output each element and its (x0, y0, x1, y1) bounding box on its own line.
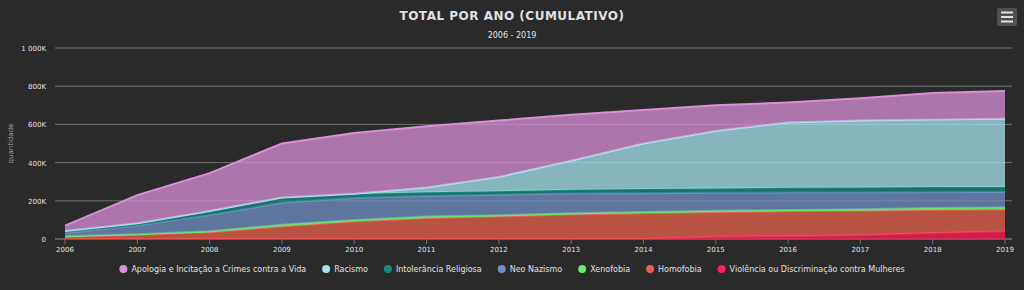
menu-line (1001, 21, 1013, 23)
legend-marker (578, 265, 586, 273)
grid-line (55, 48, 1012, 49)
y-tick-label: 0 (42, 236, 46, 244)
legend-marker (384, 265, 392, 273)
x-tick (209, 239, 210, 244)
x-tick (498, 239, 499, 244)
x-tick (788, 239, 789, 244)
legend-label: Homofobia (658, 265, 702, 274)
legend: Apologia e Incitação a Crimes contra a V… (119, 264, 904, 274)
legend-label: Apologia e Incitação a Crimes contra a V… (131, 265, 306, 274)
legend-label: Racismo (334, 265, 368, 274)
subtitle: 2006 - 2019 (488, 31, 537, 40)
x-tick-label: 2009 (273, 246, 291, 254)
grid-line (55, 86, 1012, 87)
y-tick-label: 400K (28, 160, 46, 168)
legend-label: Xenofobia (590, 265, 630, 274)
x-tick-label: 2010 (345, 246, 363, 254)
x-tick (426, 239, 427, 244)
x-tick (137, 239, 138, 244)
x-tick (860, 239, 861, 244)
legend-item[interactable]: Racismo (322, 265, 368, 274)
legend-marker (322, 265, 330, 273)
x-tick-label: 2007 (128, 246, 146, 254)
legend-item[interactable]: Violência ou Discriminação contra Mulher… (718, 264, 905, 274)
legend-item[interactable]: Neo Nazismo (498, 265, 563, 274)
y-tick-label: 800K (28, 83, 46, 91)
menu-line (1001, 16, 1013, 18)
x-tick (281, 239, 282, 244)
x-tick-label: 2016 (779, 246, 797, 254)
menu-bg (997, 8, 1017, 26)
background (0, 0, 1024, 290)
legend-marker (718, 265, 726, 273)
y-axis-title: quantidade (7, 124, 15, 164)
x-tick (932, 239, 933, 244)
x-tick-label: 2006 (56, 246, 74, 254)
x-tick (643, 239, 644, 244)
title: TOTAL POR ANO (CUMULATIVO) (399, 9, 624, 23)
x-tick-label: 2008 (201, 246, 219, 254)
x-tick-label: 2018 (924, 246, 942, 254)
legend-item[interactable]: Homofobia (646, 265, 702, 274)
legend-label: Neo Nazismo (510, 265, 563, 274)
legend-label: Violência ou Discriminação contra Mulher… (730, 264, 905, 274)
x-tick-label: 2015 (707, 246, 725, 254)
x-tick-label: 2011 (418, 246, 436, 254)
chart: TOTAL POR ANO (CUMULATIVO) 2006 - 2019 0 20… (0, 0, 1024, 290)
legend-marker (498, 265, 506, 273)
area-line (65, 91, 1005, 226)
x-tick-label: 2012 (490, 246, 508, 254)
legend-marker (646, 265, 654, 273)
y-tick-label: 200K (28, 198, 46, 206)
legend-item[interactable]: Intolerância Religiosa (384, 265, 482, 274)
legend-item[interactable]: Xenofobia (578, 265, 630, 274)
menu-line (1001, 12, 1013, 14)
y-tick-label: 1 000K (21, 45, 46, 53)
legend-marker (119, 265, 127, 273)
menu-button[interactable] (997, 8, 1017, 26)
x-tick (1005, 239, 1006, 244)
x-tick-label: 2017 (851, 246, 869, 254)
area (65, 91, 1005, 231)
x-tick (715, 239, 716, 244)
y-tick-label: 600K (28, 121, 46, 129)
x-tick (354, 239, 355, 244)
x-tick-label: 2013 (562, 246, 580, 254)
plot-area (65, 91, 1005, 239)
legend-item[interactable]: Apologia e Incitação a Crimes contra a V… (119, 265, 306, 274)
x-tick-label: 2019 (996, 246, 1014, 254)
x-tick (65, 239, 66, 244)
legend-label: Intolerância Religiosa (396, 265, 482, 274)
x-tick-label: 2014 (635, 246, 653, 254)
x-tick (571, 239, 572, 244)
